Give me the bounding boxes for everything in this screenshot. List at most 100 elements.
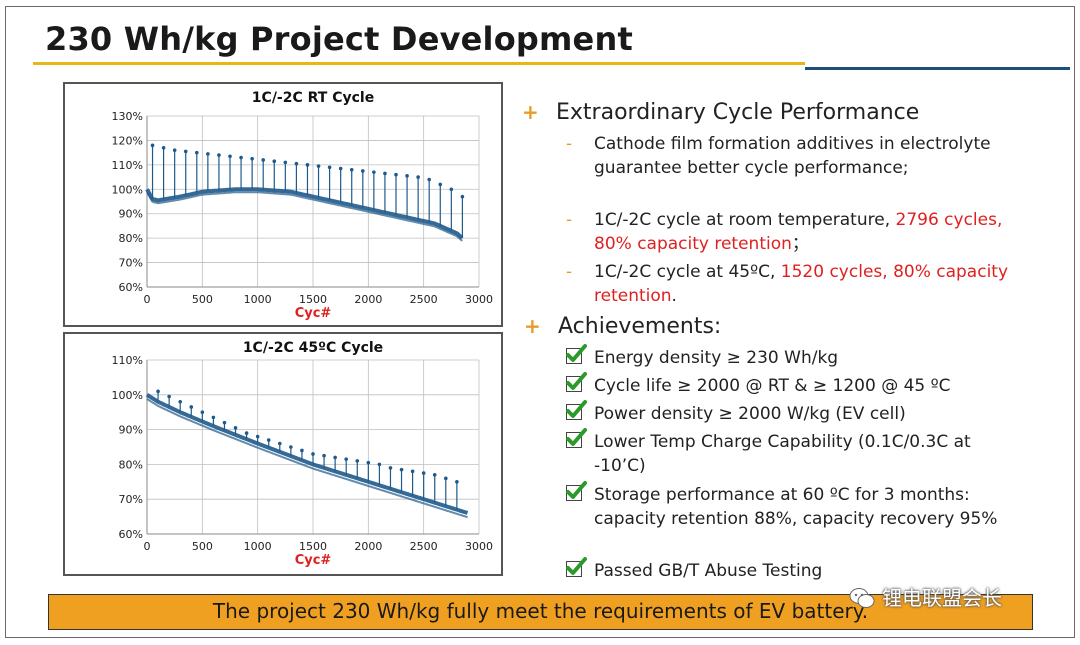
x-tick-label: 0 <box>144 540 151 553</box>
spike-point <box>421 471 426 475</box>
spike-point <box>172 148 177 152</box>
series-trend-line-lower <box>146 398 468 519</box>
spike-point <box>183 149 188 154</box>
y-tick-label: 130% <box>112 110 143 123</box>
x-tick-label: 3000 <box>465 293 493 306</box>
spike-point <box>189 405 194 409</box>
spike-point <box>372 170 376 174</box>
heading-achievements: + Achievements: <box>524 314 721 339</box>
watermark-text: 锂电联盟会长 <box>882 586 1002 610</box>
spike-point <box>327 165 332 170</box>
plus-bullet-icon: + <box>522 100 539 124</box>
spike-point <box>211 415 216 420</box>
spike-point <box>333 455 337 460</box>
checkbox-checked-icon <box>566 481 587 501</box>
x-tick-label: 500 <box>192 540 213 553</box>
x-tick-label: 1000 <box>244 293 272 306</box>
chart-45c-cycle: 1C/-2C 45ºC Cycle 60% 70% 80% 90% 100% 110% 0 50… <box>112 340 493 568</box>
x-tick-label: 2000 <box>354 293 382 306</box>
chart-title: 1C/-2C RT Cycle <box>252 90 374 106</box>
chart-title: 1C/-2C 45ºC Cycle <box>243 340 383 356</box>
sub-item-45c-cycle: - 1C/-2C cycle at 45ºC, 1520 cycles, 80%… <box>566 260 1016 308</box>
series-trend-line <box>145 393 469 515</box>
achievement-text: Cycle life ≥ 2000 @ RT & ≥ 1200 @ 45 ºC <box>594 376 951 396</box>
spike-point <box>161 145 166 150</box>
x-axis-label: Cyc# <box>295 553 332 568</box>
spike-point <box>438 182 443 187</box>
sub-item-rt-cycle-text: 1C/-2C cycle at room temperature, 2796 c… <box>594 210 1003 254</box>
x-tick-label: 3000 <box>465 540 493 553</box>
spike-point <box>289 445 293 449</box>
achievement-storage: Storage performance at 60 ºC for 3 month… <box>566 481 1036 555</box>
conclusion-banner: The project 230 Wh/kg fully meet the req… <box>48 594 1033 630</box>
spike-point <box>394 172 398 177</box>
checkbox-checked-icon <box>566 400 587 420</box>
chart-rt-cycle-panel: 1C/-2C RT Cycle 60% 70% 80% 90% 100% 110% 120% 1… <box>63 82 503 327</box>
spike-point <box>361 169 365 173</box>
spike-point <box>432 473 437 477</box>
series-trend-line-lower <box>146 191 463 242</box>
spike-point <box>377 462 382 467</box>
spike-point <box>316 164 321 168</box>
wechat-logo-icon <box>849 588 875 608</box>
spike-point <box>266 438 271 442</box>
y-tick-label: 80% <box>119 458 143 471</box>
checkbox-checked-icon <box>566 344 587 364</box>
spike-point <box>244 431 249 435</box>
spike-point <box>410 469 415 474</box>
achievement-low-temp-charge: Lower Temp Charge Capability (0.1C/0.3C … <box>566 428 1036 478</box>
achievement-text: Lower Temp Charge Capability (0.1C/0.3C … <box>594 432 971 476</box>
spike-point <box>233 426 238 430</box>
x-axis-label: Cyc# <box>295 306 332 321</box>
spike-point <box>222 420 227 425</box>
x-tick-label: 2500 <box>410 540 438 553</box>
spike-point <box>355 459 360 463</box>
y-tick-label: 110% <box>112 354 143 367</box>
x-tick-label: 0 <box>144 293 151 306</box>
spike-point <box>322 453 326 458</box>
x-tick-label: 1500 <box>299 540 327 553</box>
checkbox-checked-icon <box>566 372 587 392</box>
spike-point <box>178 399 182 404</box>
y-tick-label: 100% <box>112 389 143 402</box>
45c-cycle-highlight: 1520 cycles, 80% capacity retention <box>594 262 1009 306</box>
x-tick-label: 2000 <box>354 540 382 553</box>
spike-point <box>344 457 349 461</box>
spike-point <box>239 155 243 160</box>
y-tick-label: 90% <box>119 208 143 221</box>
sub-item-additives: - Cathode film formation additives in el… <box>566 132 1016 204</box>
x-tick-label: 1500 <box>299 293 327 306</box>
spike-point <box>305 163 310 167</box>
y-tick-label: 60% <box>119 281 143 294</box>
sub-item-45c-cycle-text: 1C/-2C cycle at 45ºC, 1520 cycles, 80% c… <box>594 262 1009 306</box>
sub-item-rt-cycle: - 1C/-2C cycle at room temperature, 2796… <box>566 208 1016 256</box>
spike-point <box>278 441 282 446</box>
chart-rt-cycle: 1C/-2C RT Cycle 60% 70% 80% 90% 100% 110% 120% 1… <box>112 90 493 321</box>
heading-cycle-performance-text: Extraordinary Cycle Performance <box>556 100 920 125</box>
dash-bullet-icon: - <box>566 210 573 230</box>
spike-point <box>383 171 387 176</box>
heading-achievements-text: Achievements: <box>558 314 722 339</box>
title-underline-yellow <box>33 62 805 65</box>
achievement-text: Energy density ≥ 230 Wh/kg <box>594 348 839 368</box>
x-tick-label: 2500 <box>410 293 438 306</box>
y-tick-label: 110% <box>112 159 143 172</box>
spike-point <box>206 152 210 156</box>
spike-point <box>311 452 315 456</box>
slide-title: 230 Wh/kg Project Development <box>45 20 633 58</box>
chart-45c-cycle-panel: 1C/-2C 45ºC Cycle 60% 70% 80% 90% 100% 110% 0 50… <box>63 332 503 576</box>
y-tick-label: 70% <box>119 493 143 506</box>
x-tick-label: 1000 <box>244 540 272 553</box>
y-tick-label: 120% <box>112 134 143 147</box>
spike-point <box>156 389 160 394</box>
spike-point <box>261 158 265 162</box>
spike-point <box>294 161 299 166</box>
spike-point <box>366 460 371 465</box>
achievement-text: Power density ≥ 2000 W/kg (EV cell) <box>594 404 906 424</box>
checkbox-checked-icon <box>566 557 587 577</box>
spike-point <box>427 177 432 182</box>
spike-point <box>444 476 448 481</box>
sub-item-additives-text: Cathode film formation additives in elec… <box>594 134 991 178</box>
spike-point <box>349 167 354 172</box>
spike-point <box>217 153 221 157</box>
